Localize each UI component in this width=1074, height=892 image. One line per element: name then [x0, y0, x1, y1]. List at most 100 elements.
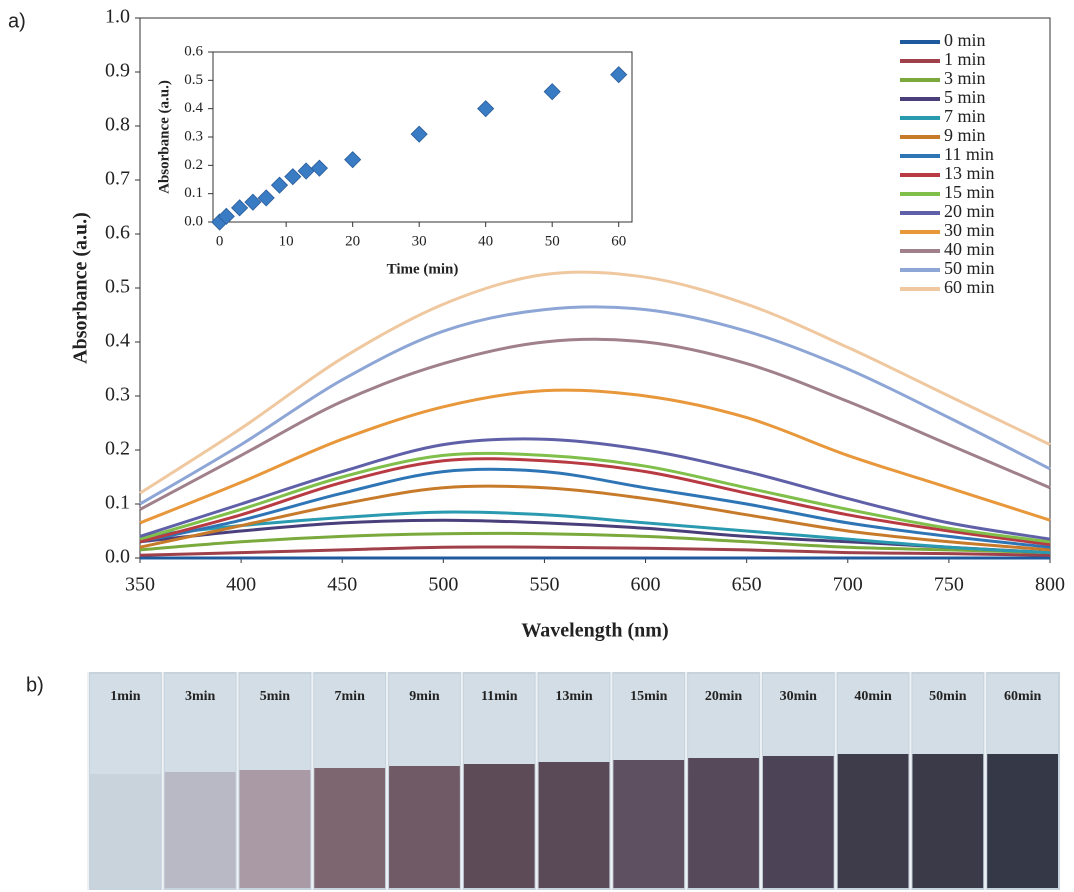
spectrum-line — [139, 337, 1051, 511]
x-tick-label: 10 — [279, 233, 294, 249]
x-tick-label: 650 — [732, 574, 762, 596]
legend-label: 60 min — [944, 277, 995, 297]
y-tick-label: 1.0 — [105, 6, 130, 28]
data-point — [543, 83, 561, 101]
vial-solution — [538, 762, 610, 888]
vial-label: 30min — [780, 689, 818, 704]
x-tick-label: 450 — [327, 574, 357, 596]
legend-label: 0 min — [944, 30, 986, 50]
data-point — [270, 176, 289, 194]
legend-label: 40 min — [944, 239, 995, 259]
vial-top — [389, 674, 460, 774]
legend-label: 1 min — [944, 49, 986, 69]
legend-label: 11 min — [944, 144, 994, 164]
y-tick-label: 0.6 — [105, 222, 130, 244]
x-tick-label: 30 — [412, 233, 427, 249]
vial-label: 40min — [854, 689, 892, 704]
y-tick-label: 0.1 — [105, 492, 130, 514]
vial-label: 60min — [1004, 689, 1042, 704]
vial-solution — [987, 754, 1058, 888]
vial-solution — [239, 770, 311, 888]
data-point — [231, 199, 249, 217]
vial-top — [463, 674, 535, 774]
vial-solution — [90, 774, 161, 888]
vial-label: 50min — [929, 689, 967, 704]
vial-solution — [314, 768, 386, 888]
x-axis-title: Wavelength (nm) — [521, 620, 668, 642]
legend-label: 3 min — [944, 68, 986, 88]
x-tick-label: 0 — [216, 233, 224, 249]
y-tick-label: 0.4 — [184, 100, 203, 116]
x-tick-label: 500 — [428, 574, 458, 596]
spectrum-line — [139, 270, 1051, 495]
x-tick-label: 400 — [226, 574, 256, 596]
spectrum-line — [139, 388, 1051, 525]
panel-label: b) — [26, 674, 44, 696]
y-tick-label: 0.7 — [105, 168, 130, 190]
vial-solution — [463, 764, 535, 888]
y-tick-label: 0.2 — [105, 438, 130, 460]
vial-label: 20min — [705, 689, 743, 704]
spectrum-line — [139, 457, 1051, 546]
data-point — [344, 151, 362, 169]
vial-top — [688, 674, 759, 774]
legend-label: 5 min — [944, 87, 986, 107]
y-tick-label: 0.3 — [184, 128, 203, 144]
y-tick-label: 0.3 — [105, 384, 130, 406]
y-tick-label: 0.1 — [184, 185, 203, 201]
vial-top — [239, 674, 311, 774]
y-tick-label: 0.6 — [184, 43, 203, 59]
vial-solution — [164, 772, 236, 888]
x-tick-label: 50 — [545, 233, 560, 249]
y-tick-label: 0.2 — [184, 157, 203, 173]
vial-label: 7min — [335, 689, 366, 704]
y-tick-label: 0.0 — [184, 213, 203, 229]
vial-label: 15min — [630, 689, 668, 704]
x-tick-label: 750 — [934, 574, 964, 596]
y-tick-label: 0.4 — [105, 330, 130, 352]
vial-solution — [613, 760, 685, 888]
vial-solution — [389, 766, 460, 888]
data-point — [610, 66, 628, 84]
x-tick-label: 600 — [631, 574, 661, 596]
vial-top — [90, 674, 161, 774]
vial-label: 13min — [555, 689, 593, 704]
vial-label: 9min — [409, 689, 440, 704]
legend-label: 20 min — [944, 201, 995, 221]
vial-solution — [762, 756, 834, 888]
spectrum-line — [139, 510, 1051, 555]
x-tick-label: 550 — [529, 574, 559, 596]
x-tick-label: 700 — [833, 574, 863, 596]
data-point — [257, 189, 275, 207]
vial-label: 5min — [260, 689, 291, 704]
spectrum-line — [139, 437, 1051, 541]
x-tick-label: 40 — [478, 233, 493, 249]
vial-label: 1min — [110, 689, 141, 704]
spectrum-line — [139, 451, 1051, 544]
vial-label: 3min — [185, 689, 216, 704]
panel-label: a) — [8, 10, 26, 32]
vial-top — [613, 674, 685, 774]
y-tick-label: 0.9 — [105, 60, 130, 82]
spectrum-line — [139, 531, 1051, 555]
x-tick-label: 60 — [611, 233, 626, 249]
legend-label: 15 min — [944, 182, 995, 202]
y-tick-label: 0.5 — [105, 276, 130, 298]
x-axis-title: Time (min) — [387, 261, 459, 277]
spectrum-line — [139, 305, 1051, 506]
legend-label: 13 min — [944, 163, 995, 183]
spectrum-line — [139, 467, 1051, 549]
vial-solution — [912, 754, 984, 888]
spectrum-line — [139, 484, 1051, 552]
legend-label: 7 min — [944, 106, 986, 126]
y-axis-title: Absorbance (a.u.) — [70, 212, 92, 364]
vial-top — [164, 674, 236, 774]
vial-top — [538, 674, 610, 774]
spectrum-line — [139, 545, 1051, 557]
x-tick-label: 800 — [1035, 574, 1065, 596]
data-point — [477, 100, 495, 118]
legend-label: 50 min — [944, 258, 995, 278]
data-point — [410, 125, 428, 143]
data-point — [310, 159, 328, 177]
